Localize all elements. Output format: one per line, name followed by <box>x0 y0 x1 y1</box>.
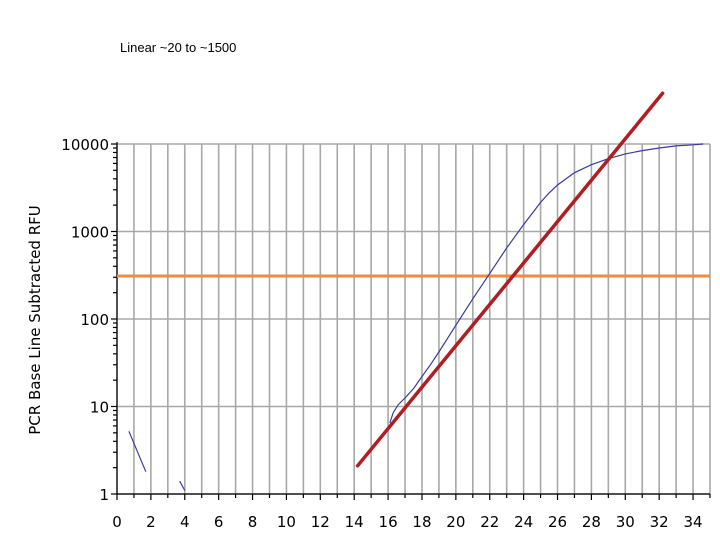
x-tick-label: 4 <box>180 513 190 531</box>
y-tick-label: 1000 <box>71 224 109 242</box>
fit-line-layer <box>355 91 665 468</box>
linear-fit-line <box>355 91 665 468</box>
x-tick-label: 30 <box>616 513 635 531</box>
x-tick-label: 28 <box>582 513 601 531</box>
chart-grid <box>116 142 711 495</box>
x-tick-label: 34 <box>684 513 703 531</box>
y-axis-tick-labels: 1 10 100 1000 10000 <box>61 136 109 504</box>
y-axis-title: PCR Base Line Subtracted RFU <box>26 205 44 435</box>
x-tick-label: 22 <box>480 513 499 531</box>
y-tick-label: 10 <box>90 399 109 417</box>
x-tick-label: 0 <box>112 513 122 531</box>
x-axis-ticks <box>116 494 711 500</box>
x-tick-label: 2 <box>146 513 156 531</box>
series-layer <box>128 143 704 491</box>
chart-annotation: Linear ~20 to ~1500 <box>120 40 237 55</box>
x-tick-label: 6 <box>214 513 224 531</box>
y-tick-label: 100 <box>80 311 109 329</box>
x-tick-label: 32 <box>650 513 669 531</box>
y-tick-label: 10000 <box>61 136 109 154</box>
y-tick-label: 1 <box>99 486 109 504</box>
x-tick-label: 24 <box>514 513 533 531</box>
x-tick-label: 26 <box>548 513 567 531</box>
amplification-curve <box>179 480 186 491</box>
x-tick-label: 16 <box>379 513 398 531</box>
x-tick-label: 10 <box>277 513 296 531</box>
x-tick-label: 8 <box>248 513 258 531</box>
x-tick-label: 18 <box>412 513 431 531</box>
amplification-curve <box>128 431 147 472</box>
x-tick-label: 12 <box>311 513 330 531</box>
x-tick-label: 20 <box>446 513 465 531</box>
x-tick-label: 14 <box>345 513 364 531</box>
y-minor-ticks <box>111 143 117 495</box>
x-axis-tick-labels: 0 2 4 6 8 10 12 14 16 18 20 22 24 26 28 30 32 34 <box>112 513 702 531</box>
amplification-curve <box>389 143 704 424</box>
